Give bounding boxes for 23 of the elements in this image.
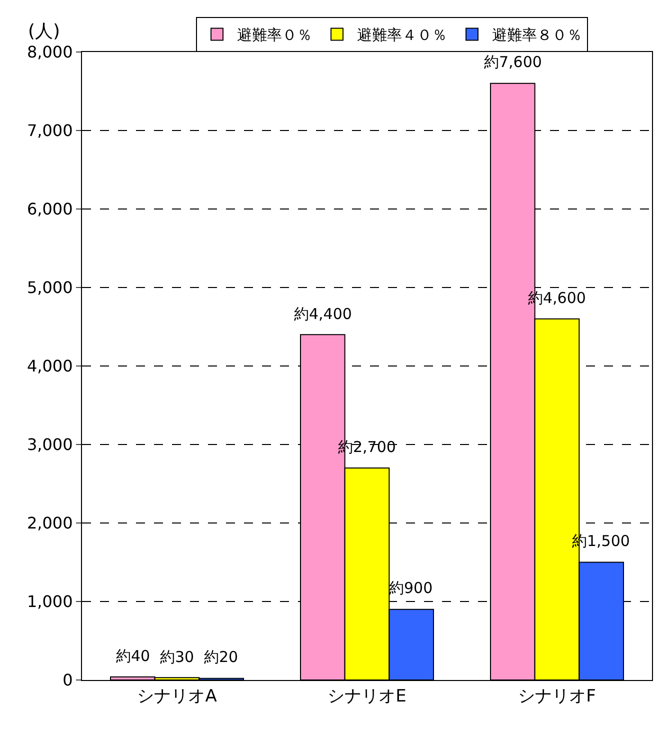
legend-label: 避難率０％ xyxy=(237,26,312,44)
legend-label: 避難率８０％ xyxy=(492,26,582,44)
x-tick-label: シナリオE xyxy=(328,686,406,706)
y-tick-label: 3,000 xyxy=(26,435,73,454)
x-tick-label: シナリオF xyxy=(518,686,596,706)
x-tick-label: シナリオA xyxy=(137,686,218,706)
data-label: 約900 xyxy=(389,579,433,597)
y-tick-label: 2,000 xyxy=(26,514,73,533)
data-label: 約1,500 xyxy=(572,532,630,550)
y-tick-label: 4,000 xyxy=(26,356,73,376)
data-label: 約30 xyxy=(160,648,194,666)
data-label: 約7,600 xyxy=(484,53,542,71)
y-tick-label: 7,000 xyxy=(26,121,73,140)
legend-label: 避難率４０％ xyxy=(357,26,447,44)
y-axis-title: (人) xyxy=(28,21,60,42)
data-label: 約20 xyxy=(204,648,238,666)
y-tick-label: 0 xyxy=(62,670,73,690)
data-label: 約4,400 xyxy=(294,305,352,323)
y-tick-label: 1,000 xyxy=(26,592,73,612)
data-label: 約40 xyxy=(116,647,150,665)
y-tick-label: 8,000 xyxy=(26,42,73,62)
y-tick-label: 6,000 xyxy=(26,200,73,219)
y-tick-label: 5,000 xyxy=(26,278,73,298)
